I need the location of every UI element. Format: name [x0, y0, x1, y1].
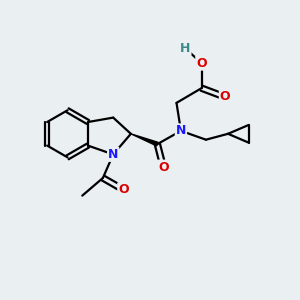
Text: N: N [108, 148, 119, 161]
Text: O: O [118, 183, 129, 196]
Text: N: N [176, 124, 186, 137]
Text: O: O [158, 160, 169, 174]
Text: O: O [196, 57, 207, 70]
Polygon shape [131, 134, 158, 146]
Text: O: O [220, 91, 230, 103]
Text: H: H [180, 42, 190, 55]
